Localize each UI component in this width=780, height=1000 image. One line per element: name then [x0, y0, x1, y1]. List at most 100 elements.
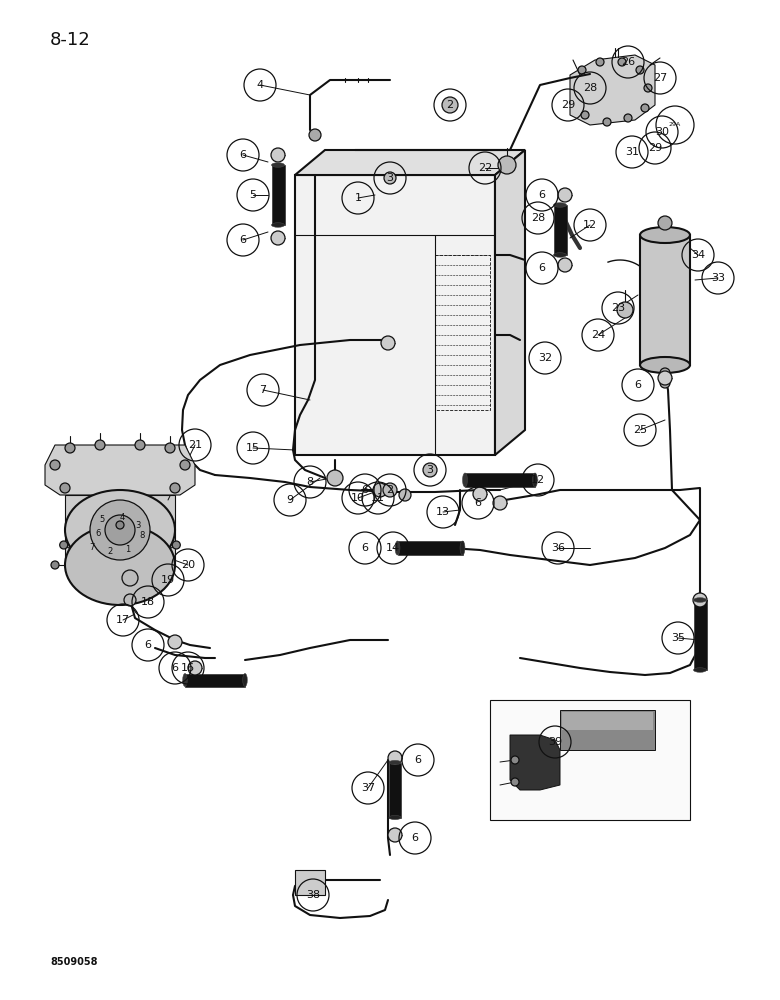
Ellipse shape — [243, 674, 247, 686]
Text: 6: 6 — [95, 528, 101, 538]
Ellipse shape — [271, 223, 285, 227]
Circle shape — [116, 521, 124, 529]
Circle shape — [384, 172, 396, 184]
Text: 27: 27 — [653, 73, 667, 83]
Text: 4: 4 — [119, 514, 125, 522]
Ellipse shape — [533, 473, 537, 487]
Ellipse shape — [554, 253, 566, 257]
Circle shape — [388, 751, 402, 765]
FancyBboxPatch shape — [295, 175, 495, 455]
Text: 22: 22 — [478, 163, 492, 173]
Circle shape — [60, 483, 70, 493]
Circle shape — [644, 84, 652, 92]
Ellipse shape — [693, 598, 707, 602]
Text: 1: 1 — [354, 193, 361, 203]
Ellipse shape — [65, 525, 175, 605]
Text: 3: 3 — [387, 173, 393, 183]
Circle shape — [309, 129, 321, 141]
Text: 39: 39 — [548, 737, 562, 747]
Ellipse shape — [554, 203, 566, 207]
Ellipse shape — [389, 760, 401, 765]
Ellipse shape — [640, 227, 690, 243]
Text: 5: 5 — [250, 190, 257, 200]
Text: 20: 20 — [181, 560, 195, 570]
Text: 26: 26 — [621, 57, 635, 67]
Text: 25: 25 — [633, 425, 647, 435]
Circle shape — [618, 58, 626, 66]
Text: 3: 3 — [135, 520, 140, 530]
Circle shape — [122, 570, 138, 586]
Circle shape — [124, 594, 136, 606]
Text: 33: 33 — [711, 273, 725, 283]
Text: 37: 37 — [361, 783, 375, 793]
Circle shape — [558, 188, 572, 202]
Circle shape — [617, 302, 633, 318]
Circle shape — [271, 231, 285, 245]
Ellipse shape — [460, 541, 465, 555]
Text: 29: 29 — [561, 100, 575, 110]
Circle shape — [493, 496, 507, 510]
Circle shape — [383, 483, 397, 497]
Text: 13: 13 — [436, 507, 450, 517]
Text: 6: 6 — [538, 263, 545, 273]
Circle shape — [373, 483, 387, 497]
Text: 10: 10 — [351, 493, 365, 503]
Circle shape — [135, 440, 145, 450]
Text: 8509058: 8509058 — [50, 957, 98, 967]
Circle shape — [511, 778, 519, 786]
Circle shape — [180, 460, 190, 470]
Text: 6: 6 — [361, 543, 368, 553]
Circle shape — [693, 593, 707, 607]
Text: 17: 17 — [116, 615, 130, 625]
Text: 5: 5 — [99, 516, 105, 524]
FancyBboxPatch shape — [398, 541, 463, 555]
Circle shape — [660, 378, 670, 388]
Text: 8-12: 8-12 — [50, 31, 90, 49]
Text: 2: 2 — [446, 100, 453, 110]
FancyBboxPatch shape — [640, 235, 690, 365]
Circle shape — [95, 440, 105, 450]
FancyBboxPatch shape — [271, 165, 285, 225]
Circle shape — [381, 336, 395, 350]
Text: 38: 38 — [306, 890, 320, 900]
Text: 8: 8 — [307, 477, 314, 487]
Text: 4: 4 — [257, 80, 264, 90]
Text: 18: 18 — [141, 597, 155, 607]
Circle shape — [581, 111, 589, 119]
Circle shape — [498, 156, 516, 174]
Ellipse shape — [395, 541, 400, 555]
Text: 2: 2 — [386, 485, 394, 495]
Text: 28: 28 — [531, 213, 545, 223]
Circle shape — [442, 97, 458, 113]
Circle shape — [473, 487, 487, 501]
Ellipse shape — [183, 674, 187, 686]
Ellipse shape — [271, 163, 285, 167]
Text: 35: 35 — [671, 633, 685, 643]
Text: 32: 32 — [538, 353, 552, 363]
Text: 30: 30 — [655, 127, 669, 137]
FancyBboxPatch shape — [560, 710, 655, 750]
FancyBboxPatch shape — [490, 700, 690, 820]
Circle shape — [558, 258, 572, 272]
Circle shape — [170, 483, 180, 493]
Circle shape — [90, 500, 150, 560]
Circle shape — [636, 66, 644, 74]
Circle shape — [641, 104, 649, 112]
Text: 29: 29 — [648, 143, 662, 153]
Text: 12: 12 — [583, 220, 597, 230]
Text: 8: 8 — [140, 530, 144, 540]
Circle shape — [603, 118, 611, 126]
Text: 21: 21 — [188, 440, 202, 450]
Text: 6: 6 — [474, 498, 481, 508]
Text: 34: 34 — [691, 250, 705, 260]
Text: 9: 9 — [286, 495, 293, 505]
Text: 6: 6 — [634, 380, 641, 390]
FancyBboxPatch shape — [693, 600, 707, 670]
Circle shape — [172, 541, 180, 549]
Text: 6: 6 — [538, 190, 545, 200]
Polygon shape — [495, 150, 525, 455]
FancyBboxPatch shape — [65, 495, 175, 565]
Text: 6: 6 — [412, 833, 419, 843]
Text: 6: 6 — [414, 755, 421, 765]
Circle shape — [188, 661, 202, 675]
